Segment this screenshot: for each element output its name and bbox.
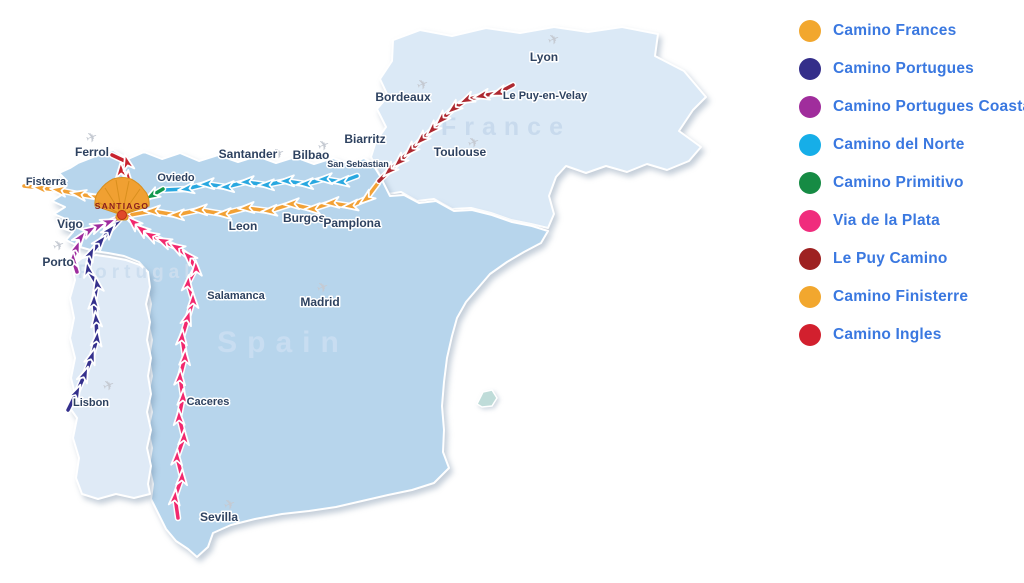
legend-color-dot-camino-primitivo [799, 172, 821, 194]
city-label-oviedo: Oviedo [157, 172, 195, 184]
city-label-bilbao: Bilbao [293, 148, 330, 162]
city-label-lyon: Lyon [530, 50, 558, 64]
legend-color-dot-camino-del-norte [799, 134, 821, 156]
plane-icon: ✈ [50, 236, 67, 255]
legend-item-le-puy-camino: Le Puy Camino [799, 248, 1024, 270]
city-label-le-puy-en-velay: Le Puy-en-Velay [503, 90, 588, 102]
city-label-biarritz: Biarritz [344, 132, 385, 146]
legend-label: Camino Frances [833, 22, 957, 39]
city-label-fisterra: Fisterra [26, 176, 67, 188]
legend-color-dot-via-de-la-plata [799, 210, 821, 232]
legend-label: Camino Finisterre [833, 288, 969, 305]
legend-color-dot-camino-portugues-coastal [799, 96, 821, 118]
city-label-san-sebastian: San Sebastian [327, 159, 389, 169]
legend-item-camino-frances: Camino Frances [799, 20, 1024, 42]
santiago-shell-icon: SANTIAGO [94, 177, 150, 221]
city-label-leon: Leon [229, 219, 258, 233]
route-camino-del-norte [162, 172, 359, 195]
city-label-burgos: Burgos [283, 211, 325, 225]
country-shape-france [370, 26, 707, 229]
legend-item-via-de-la-plata: Via de la Plata [799, 210, 1024, 232]
legend-color-dot-camino-frances [799, 20, 821, 42]
legend-label: Camino Portugues [833, 60, 974, 77]
city-label-toulouse: Toulouse [434, 145, 487, 159]
plane-icon: ✈ [545, 30, 562, 49]
city-label-sevilla: Sevilla [200, 510, 238, 524]
legend-color-dot-camino-ingles [799, 324, 821, 346]
city-label-vigo: Vigo [57, 217, 83, 231]
plane-icon: ✈ [314, 278, 331, 297]
legend-label: Via de la Plata [833, 212, 940, 229]
legend-label: Camino Ingles [833, 326, 942, 343]
city-label-bordeaux: Bordeaux [375, 90, 431, 104]
city-label-porto: Porto [42, 255, 73, 269]
city-label-caceres: Caceres [187, 396, 230, 408]
watermark-france: France [441, 113, 571, 141]
city-label-salamanca: Salamanca [207, 290, 265, 302]
route-camino-frances [128, 181, 380, 222]
legend-color-dot-camino-portugues [799, 58, 821, 80]
route-via-de-la-plata [126, 215, 203, 520]
santiago-label: SANTIAGO [95, 201, 149, 211]
plane-icon: ✈ [270, 144, 287, 163]
legend-color-dot-camino-finisterre [799, 286, 821, 308]
legend-item-camino-ingles: Camino Ingles [799, 324, 1024, 346]
legend-label: Camino Primitivo [833, 174, 964, 191]
city-label-pamplona: Pamplona [323, 216, 381, 230]
route-camino-portugues-coastal [66, 216, 121, 274]
legend-item-camino-portugues-coastal: Camino Portugues Coastal [799, 96, 1024, 118]
legend-item-camino-primitivo: Camino Primitivo [799, 172, 1024, 194]
plane-icon: ✈ [221, 495, 238, 514]
route-le-puy-camino [377, 83, 515, 183]
city-label-madrid: Madrid [300, 295, 339, 309]
route-legend: Camino Frances Camino Portugues Camino Por… [799, 20, 1024, 362]
legend-label: Le Puy Camino [833, 250, 948, 267]
plane-icon: ✈ [315, 136, 332, 155]
city-label-lisbon: Lisbon [73, 397, 109, 409]
legend-label: Camino Portugues Coastal [833, 98, 1024, 115]
plane-icon: ✈ [83, 128, 100, 147]
city-label-santander: Santander [219, 147, 278, 161]
city-label-ferrol: Ferrol [75, 145, 109, 159]
island-shape [476, 389, 498, 408]
legend-color-dot-le-puy-camino [799, 248, 821, 270]
legend-item-camino-del-norte: Camino del Norte [799, 134, 1024, 156]
legend-item-camino-portugues: Camino Portugues [799, 58, 1024, 80]
legend-label: Camino del Norte [833, 136, 965, 153]
legend-item-camino-finisterre: Camino Finisterre [799, 286, 1024, 308]
watermark-spain: Spain [217, 326, 349, 359]
